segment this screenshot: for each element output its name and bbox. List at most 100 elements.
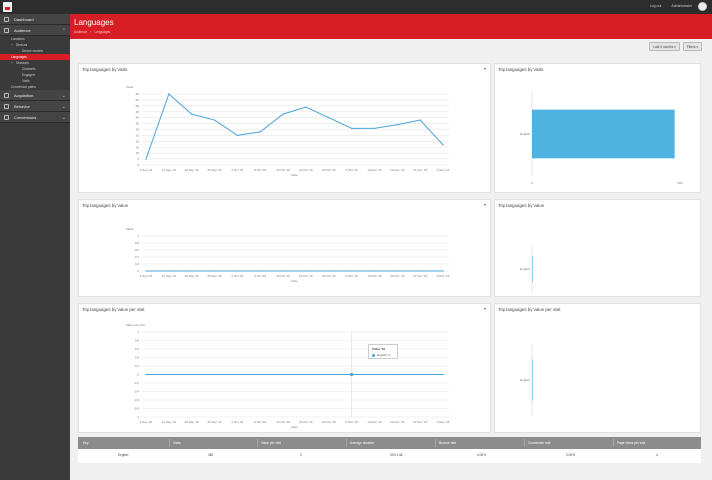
- hovered-data-point[interactable]: [350, 372, 354, 377]
- y-tick-label: 1: [137, 330, 139, 334]
- date-range-dropdown[interactable]: Last 6 months ▾: [649, 42, 680, 51]
- sidebar-item-conversions[interactable]: Conversions ⌄: [0, 112, 70, 123]
- sidebar-item-audience[interactable]: Audience ⌃: [0, 25, 70, 36]
- logout-link[interactable]: Log out: [649, 4, 662, 8]
- data-point[interactable]: [305, 106, 307, 108]
- column-header-value-per-visit[interactable]: Value per visit: [261, 441, 281, 445]
- data-point[interactable]: [305, 373, 307, 376]
- data-point[interactable]: [259, 373, 261, 376]
- user-name-link[interactable]: Administrator: [671, 4, 692, 8]
- y-tick-label: -0.6: [134, 398, 140, 402]
- y-tick-label: 30: [136, 128, 140, 132]
- sidebar-item-locations[interactable]: Locations: [0, 36, 70, 42]
- data-point[interactable]: [396, 270, 398, 272]
- data-point[interactable]: [168, 93, 170, 95]
- column-header-page-views-per-visit[interactable]: Page views per visit: [617, 441, 646, 445]
- visits-bar-chart: English 0 500: [520, 92, 683, 185]
- app-logo[interactable]: [3, 2, 12, 12]
- data-point[interactable]: [213, 270, 216, 272]
- column-header-key[interactable]: Key: [83, 441, 89, 445]
- data-point[interactable]: [259, 131, 261, 133]
- sidebar-item-visits[interactable]: Visits: [0, 78, 70, 84]
- data-point[interactable]: [236, 373, 238, 376]
- data-point[interactable]: [419, 119, 421, 121]
- data-point[interactable]: [236, 270, 238, 272]
- data-point[interactable]: [213, 373, 216, 376]
- data-point[interactable]: [259, 270, 261, 272]
- vpv-line-chart: -1 -0.8 -0.6 -0.4 -0.2 0 0.2 0.4 0.6 0.8 1 Value pe…: [126, 323, 450, 429]
- expand-icon[interactable]: +: [11, 43, 13, 47]
- data-point[interactable]: [351, 270, 353, 272]
- column-header-conversion-rate[interactable]: Conversion rate: [528, 441, 551, 445]
- filters-dropdown[interactable]: Filters ▾: [682, 42, 702, 51]
- data-point[interactable]: [282, 373, 284, 376]
- data-point[interactable]: [442, 270, 444, 272]
- sidebar-item-label: Languages: [11, 55, 27, 59]
- data-point[interactable]: [282, 270, 284, 272]
- x-tick-label: 25 Sep '16: [207, 168, 222, 172]
- data-point[interactable]: [191, 270, 193, 272]
- panel-menu-icon[interactable]: ▾: [483, 306, 486, 311]
- data-point[interactable]: [191, 113, 193, 115]
- data-point[interactable]: [442, 373, 444, 376]
- y-axis-label: Visits: [126, 85, 134, 89]
- series-line-english: [145, 93, 444, 160]
- column-header-bounce-rate[interactable]: Bounce rate: [439, 441, 457, 445]
- data-point[interactable]: [351, 127, 353, 129]
- y-tick-label: 0: [137, 373, 139, 377]
- data-point[interactable]: [419, 373, 421, 376]
- data-point[interactable]: [168, 373, 170, 376]
- visits-bar-panel: Top languages by visits English 0 500: [494, 63, 701, 193]
- data-point[interactable]: [305, 270, 307, 272]
- data-point[interactable]: [282, 113, 284, 115]
- sidebar-item-languages[interactable]: Languages: [0, 54, 70, 60]
- data-point[interactable]: [213, 119, 216, 121]
- x-tick-label: 11 Sep '16: [162, 274, 176, 278]
- column-header-average-duration[interactable]: Average duration: [350, 441, 375, 445]
- toolbar: Last 6 months ▾ Filters ▾: [649, 42, 702, 51]
- sidebar-item-device-models[interactable]: Device models: [0, 48, 70, 54]
- bar-english[interactable]: [532, 359, 533, 401]
- breadcrumb-item-audience[interactable]: Audience: [74, 30, 88, 34]
- sidebar-item-acquisition[interactable]: Acquisition ⌄: [0, 90, 70, 101]
- sidebar-item-devices[interactable]: + Devices: [0, 42, 70, 48]
- sidebar-item-channels[interactable]: Channels: [0, 66, 70, 72]
- data-point[interactable]: [373, 270, 376, 272]
- vpv-bar-chart: English: [520, 344, 533, 416]
- data-point[interactable]: [236, 134, 238, 137]
- x-tick-label: 11 Sep '16: [162, 420, 176, 424]
- data-point[interactable]: [373, 373, 376, 376]
- data-point[interactable]: [145, 373, 147, 376]
- sidebar-item-conversion-paths[interactable]: Conversion paths: [0, 84, 70, 90]
- bar-english[interactable]: [532, 255, 533, 283]
- sidebar-item-sessions[interactable]: + Sessions: [0, 60, 70, 66]
- data-point[interactable]: [145, 270, 147, 272]
- x-tick-label: 23 Oct '16: [299, 168, 313, 172]
- sidebar-item-engaged[interactable]: Engaged: [0, 72, 70, 78]
- data-point[interactable]: [373, 127, 376, 129]
- data-point[interactable]: [328, 117, 330, 119]
- user-avatar[interactable]: [698, 2, 707, 11]
- panel-menu-icon[interactable]: ▾: [483, 202, 486, 207]
- sidebar-item-label: Dashboard: [14, 16, 34, 22]
- expand-icon[interactable]: +: [11, 61, 13, 65]
- x-axis-label: Date: [291, 425, 298, 429]
- column-header-visits[interactable]: Visits: [173, 441, 181, 445]
- sidebar-item-behavior[interactable]: Behavior ⌄: [0, 101, 70, 112]
- data-point[interactable]: [396, 373, 398, 376]
- data-point[interactable]: [442, 144, 444, 146]
- data-point[interactable]: [328, 373, 330, 376]
- y-tick-label: 60: [136, 92, 140, 96]
- data-point[interactable]: [168, 270, 170, 272]
- tooltip-series-name: English: [377, 353, 387, 357]
- panel-menu-icon[interactable]: ▾: [483, 66, 486, 71]
- column-separator: [169, 439, 170, 447]
- data-point[interactable]: [396, 124, 398, 126]
- sidebar-item-dashboard[interactable]: Dashboard: [0, 14, 70, 25]
- data-point[interactable]: [419, 270, 421, 272]
- sidebar-item-label: Device models: [22, 49, 43, 53]
- data-point[interactable]: [191, 373, 193, 376]
- bar-english[interactable]: [532, 109, 675, 159]
- data-point[interactable]: [145, 158, 147, 160]
- data-point[interactable]: [328, 270, 330, 272]
